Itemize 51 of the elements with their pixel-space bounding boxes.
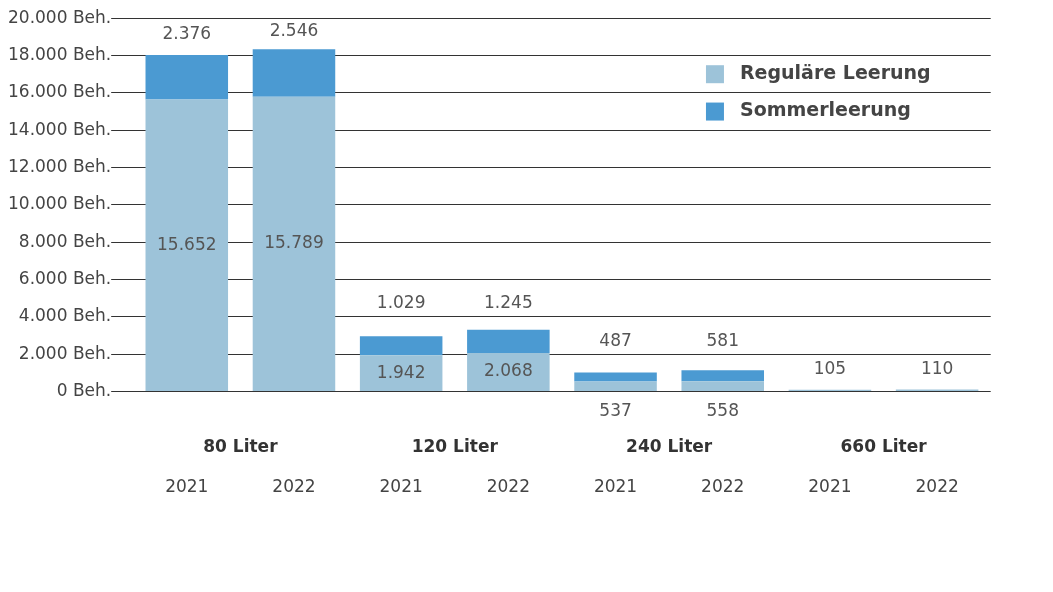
bar — [145, 55, 229, 100]
x-tick-label: 2021 — [808, 476, 852, 497]
bar — [467, 352, 550, 392]
text: 80 Liter — [203, 436, 279, 457]
y-tick-label: 10.000 Beh. — [8, 193, 112, 214]
data-label: 2.068 — [484, 360, 533, 381]
data-label: 1.245 — [484, 292, 533, 313]
bar — [574, 372, 657, 382]
x-tick-label: 2022 — [272, 476, 316, 497]
data-label: 105 — [813, 358, 847, 379]
y-tick-label: 4.000 Beh. — [18, 305, 112, 326]
y-tick-label: 12.000 Beh. — [8, 155, 112, 176]
legend-label: Reguläre Leerung — [739, 61, 931, 84]
data-label: 537 — [599, 399, 632, 420]
x-tick-label: 2022 — [486, 476, 530, 497]
y-tick-label: 0 Beh. — [56, 380, 112, 401]
x-tick-label: 2021 — [593, 476, 638, 497]
x-tick-label: 2022 — [701, 476, 745, 497]
bar — [359, 355, 443, 392]
data-label: 1.029 — [376, 292, 426, 313]
y-tick-label: 8.000 Beh. — [18, 230, 112, 251]
bar — [145, 99, 229, 392]
data-label: 558 — [706, 399, 739, 420]
data-label: 2.376 — [162, 23, 212, 44]
y-tick-label: 2.000 Beh. — [18, 342, 112, 363]
bar — [359, 336, 443, 356]
data-label: 581 — [706, 329, 739, 350]
x-tick-label: 2021 — [165, 476, 209, 497]
bar — [681, 370, 765, 382]
data-label: 15.652 — [157, 233, 217, 254]
y-tick-label: 20.000 Beh. — [8, 6, 112, 27]
y-tick-label: 16.000 Beh. — [8, 81, 112, 102]
data-label: 110 — [920, 357, 954, 378]
text: 120 Liter — [411, 436, 499, 457]
text: 660 Liter — [840, 436, 928, 457]
bar — [252, 96, 336, 392]
y-tick-label: 14.000 Beh. — [8, 118, 112, 139]
x-tick-label: 2021 — [379, 476, 423, 497]
bar — [574, 381, 657, 392]
data-label: 15.789 — [264, 232, 324, 253]
bar — [681, 381, 765, 392]
bar — [467, 329, 550, 353]
bar — [252, 49, 336, 97]
text: 240 Liter — [626, 436, 713, 457]
data-label: 1.942 — [376, 361, 426, 382]
y-tick-label: 6.000 Beh. — [18, 268, 112, 288]
x-tick-label: 2022 — [915, 476, 959, 497]
data-label: 487 — [599, 329, 632, 350]
y-tick-label: 18.000 Beh. — [8, 43, 112, 64]
legend-label: Sommerleerung — [739, 98, 911, 121]
data-label: 2.546 — [269, 19, 319, 40]
